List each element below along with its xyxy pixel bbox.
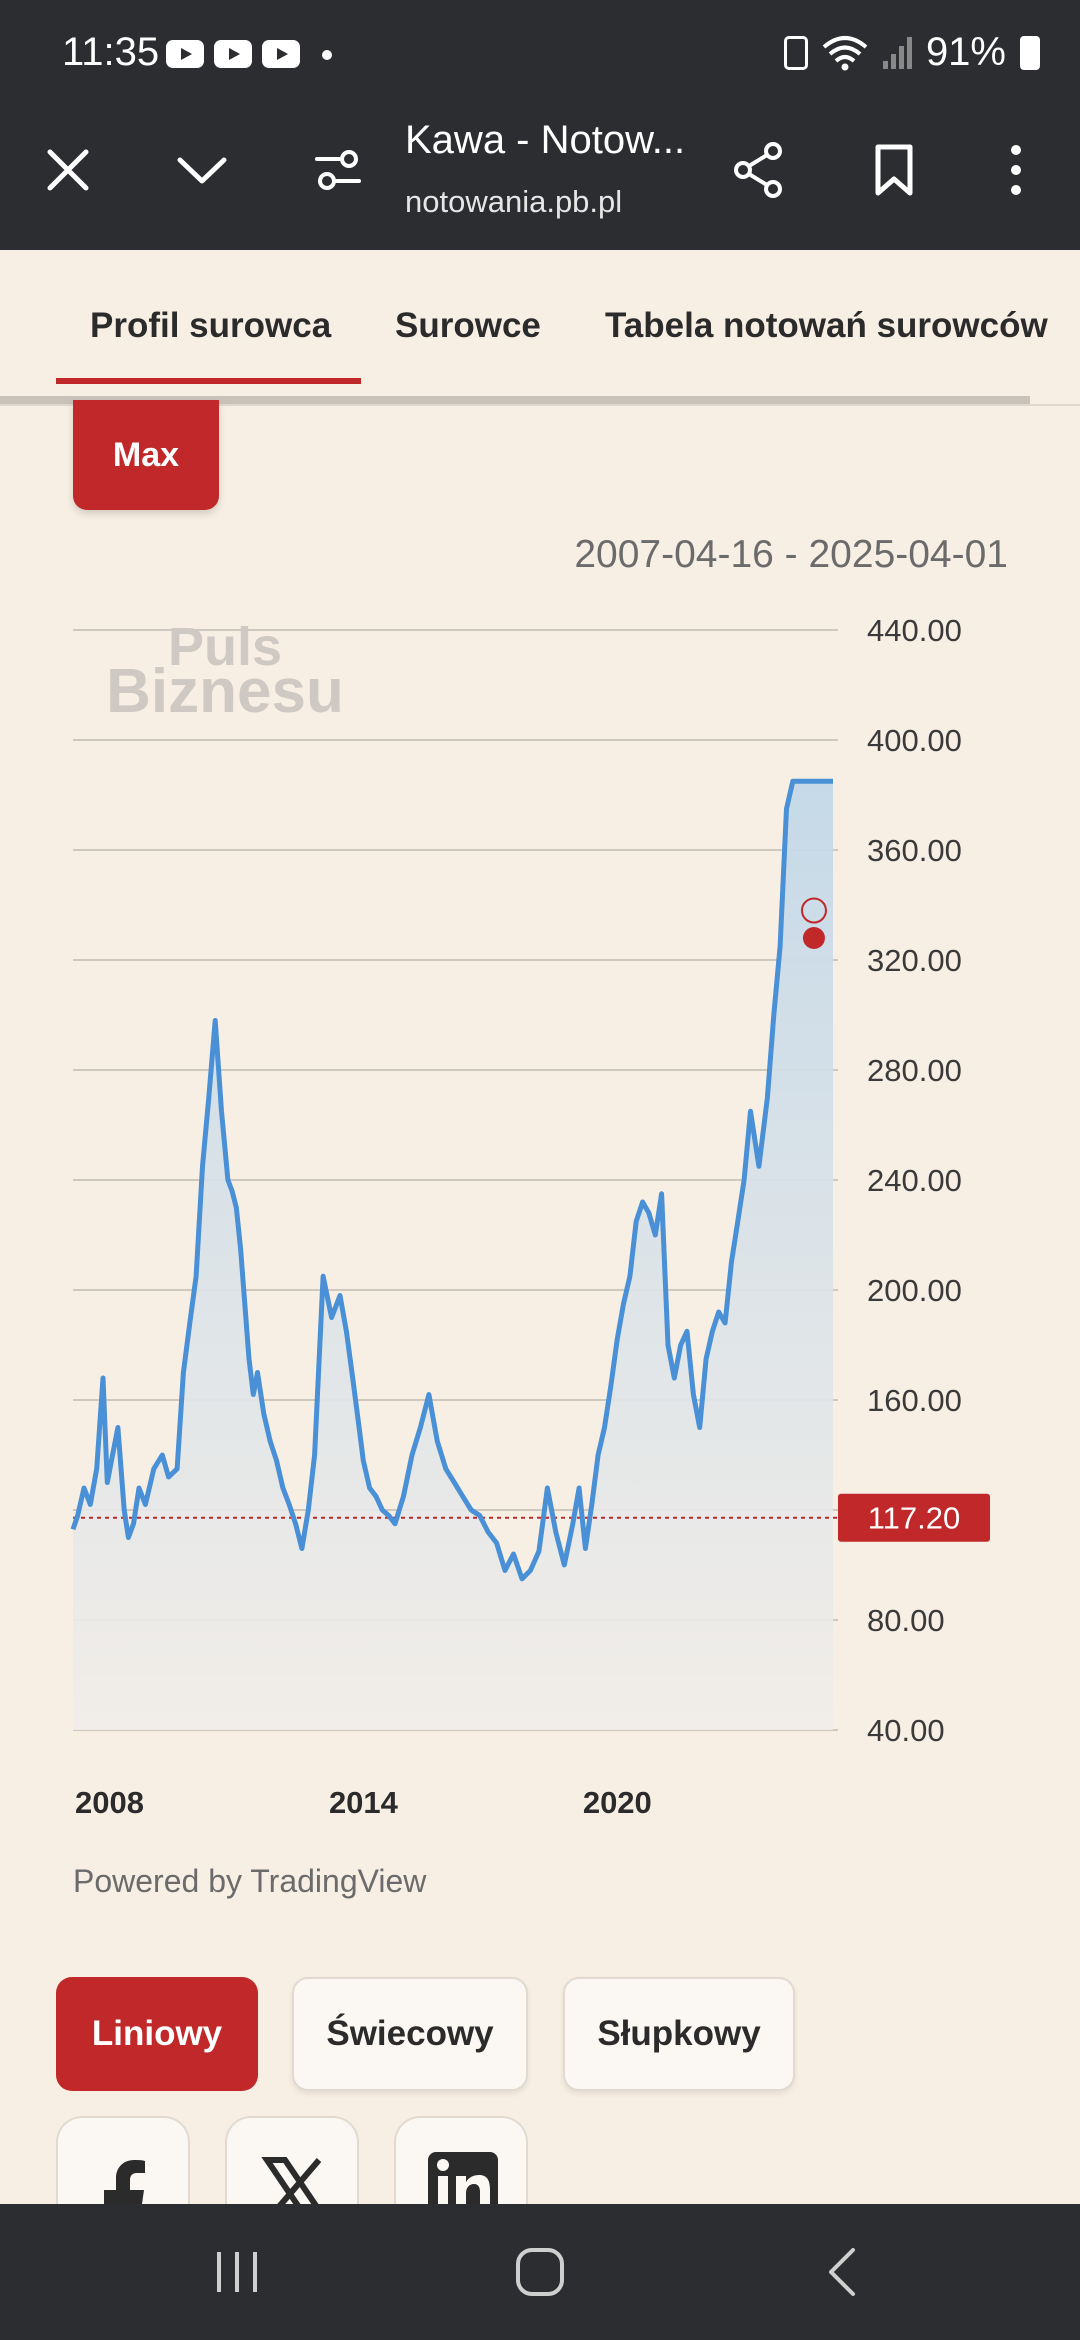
x-tick-label: 2008 bbox=[75, 1785, 144, 1820]
tab-bar: Profil surowca Surowce Tabela notowań su… bbox=[0, 250, 1080, 405]
y-tick-label: 440.00 bbox=[867, 613, 962, 648]
browser-chrome: 11:35 91% bbox=[0, 0, 1080, 250]
share-page-button[interactable] bbox=[728, 140, 788, 200]
x-axis: 2008 2014 2020 bbox=[75, 1785, 652, 1820]
system-navigation-bar bbox=[0, 2204, 1080, 2340]
y-axis: 440.00 400.00 360.00 320.00 280.00 240.00 200.… bbox=[867, 613, 962, 1748]
more-notifications-dot-icon bbox=[322, 50, 332, 60]
tab-tabela-notowan[interactable]: Tabela notowań surowców bbox=[605, 306, 1048, 345]
bookmark-button[interactable] bbox=[864, 140, 924, 200]
site-settings-button[interactable] bbox=[308, 140, 368, 200]
page-title[interactable]: Kawa - Notow... bbox=[405, 118, 686, 162]
chart-markers bbox=[800, 897, 827, 949]
y-tick-label: 400.00 bbox=[867, 723, 962, 758]
y-tick-label: 320.00 bbox=[867, 943, 962, 978]
home-icon bbox=[516, 2248, 564, 2296]
signal-icon bbox=[882, 36, 912, 69]
powered-by-tradingview-link[interactable]: Powered by TradingView bbox=[73, 1863, 427, 1899]
y-tick-label: 200.00 bbox=[867, 1273, 962, 1308]
back-button[interactable] bbox=[815, 2244, 875, 2300]
bookmark-icon bbox=[875, 144, 913, 196]
tab-surowce[interactable]: Surowce bbox=[395, 306, 541, 345]
filled-marker bbox=[802, 927, 825, 949]
recent-apps-icon bbox=[217, 2252, 257, 2292]
x-tick-label: 2014 bbox=[329, 1785, 399, 1820]
chart-type-bar-button[interactable]: Słupkowy bbox=[563, 1977, 795, 2091]
chart-plot bbox=[70, 778, 838, 1730]
watermark-line-2: Biznesu bbox=[106, 657, 344, 726]
youtube-notification-icon bbox=[214, 40, 252, 68]
y-tick-label: 360.00 bbox=[867, 833, 962, 868]
close-tab-button[interactable] bbox=[38, 140, 98, 200]
chart-type-candle-button[interactable]: Świecowy bbox=[292, 1977, 528, 2091]
puls-biznesu-watermark: Puls Biznesu bbox=[106, 617, 344, 726]
current-price-tag: 117.20 bbox=[838, 1493, 990, 1542]
share-icon bbox=[734, 142, 782, 198]
more-vert-icon bbox=[1011, 145, 1021, 195]
tune-icon bbox=[315, 150, 361, 190]
home-button[interactable] bbox=[510, 2244, 570, 2300]
close-icon bbox=[47, 149, 89, 191]
y-tick-label: 160.00 bbox=[867, 1383, 962, 1418]
series-area bbox=[73, 781, 833, 1730]
watermark-line-1: Puls bbox=[168, 617, 282, 677]
range-max-button[interactable]: Max bbox=[73, 400, 219, 510]
battery-percentage: 91% bbox=[925, 30, 1006, 74]
date-range: 2007-04-16 - 2025-04-01 bbox=[574, 533, 1008, 576]
y-tick-label: 80.00 bbox=[867, 1603, 945, 1638]
recent-apps-button[interactable] bbox=[207, 2244, 267, 2300]
youtube-notification-icon bbox=[166, 40, 204, 68]
youtube-notification-icon bbox=[262, 40, 300, 68]
price-chart[interactable]: Puls Biznesu 440.00 400.00 360.00 320.00 280… bbox=[0, 600, 1080, 1840]
y-tick-label: 40.00 bbox=[867, 1713, 945, 1748]
battery-icon bbox=[1020, 35, 1040, 70]
wifi-icon bbox=[822, 35, 868, 70]
tabs-scrollbar[interactable] bbox=[0, 396, 1030, 404]
x-tick-label: 2020 bbox=[583, 1785, 652, 1820]
y-tick-label: 240.00 bbox=[867, 1163, 962, 1198]
tab-profil-surowca[interactable]: Profil surowca bbox=[90, 306, 332, 345]
notification-icons bbox=[166, 40, 300, 68]
facebook-icon bbox=[104, 2160, 145, 2240]
page-url[interactable]: notowania.pb.pl bbox=[405, 184, 623, 219]
hollow-marker bbox=[800, 897, 827, 924]
divider bbox=[0, 404, 1080, 406]
current-price-label: 117.20 bbox=[868, 1501, 961, 1536]
series-line bbox=[70, 778, 833, 1582]
battery-saver-icon bbox=[783, 35, 808, 70]
chevron-down-icon bbox=[177, 157, 227, 184]
more-options-button[interactable] bbox=[986, 140, 1046, 200]
active-tab-indicator bbox=[56, 378, 361, 384]
chart-type-line-button[interactable]: Liniowy bbox=[56, 1977, 258, 2091]
status-time: 11:35 bbox=[62, 30, 160, 74]
back-icon bbox=[829, 2248, 855, 2296]
minimize-button[interactable] bbox=[172, 140, 232, 200]
status-indicators: 91% bbox=[783, 30, 1040, 75]
y-tick-label: 280.00 bbox=[867, 1053, 962, 1088]
